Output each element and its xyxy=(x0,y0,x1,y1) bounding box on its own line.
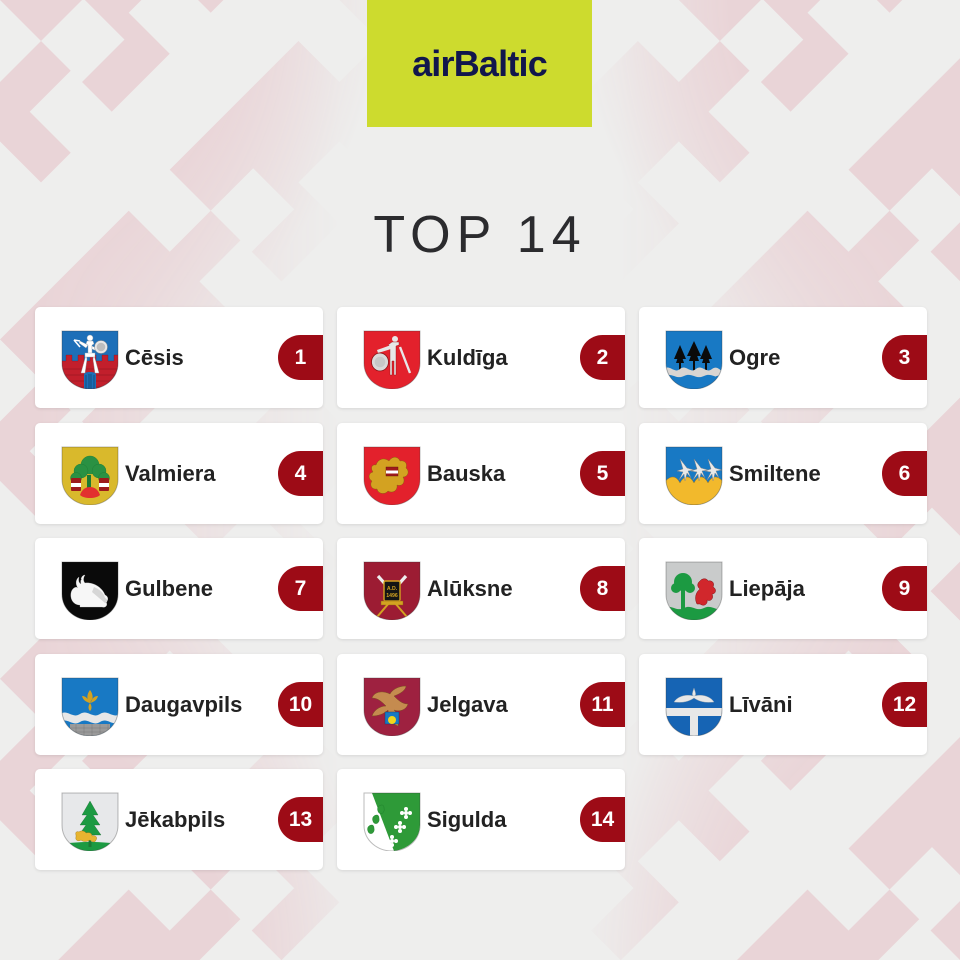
svg-text:1496: 1496 xyxy=(386,593,398,599)
svg-text:A.D.: A.D. xyxy=(387,586,398,592)
